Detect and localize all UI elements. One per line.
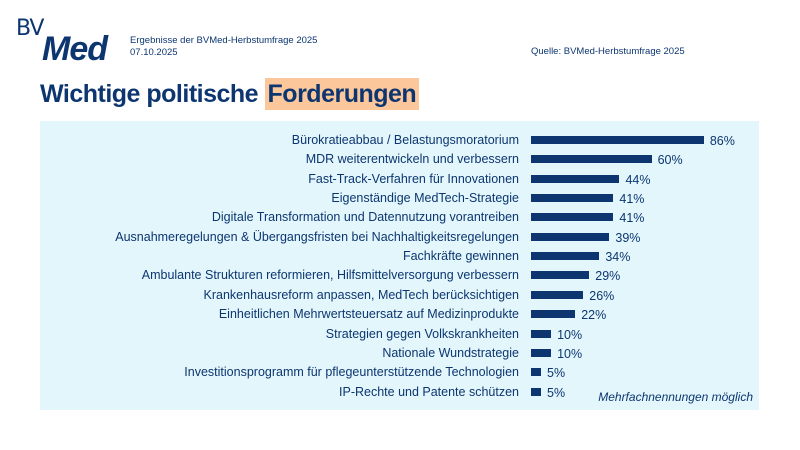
bvmed-logo: BV Med [16,16,108,68]
bar-row: Eigenständige MedTech-Strategie 41% [40,190,759,209]
bar [531,213,614,222]
bar [531,310,576,319]
bar [531,290,584,299]
bar-row: Krankenhausreform anpassen, MedTech berü… [40,287,759,306]
category-label: Eigenständige MedTech-Strategie [331,191,519,206]
category-label: Fast-Track-Verfahren für Innovationen [308,171,519,186]
value-label: 41% [619,211,645,226]
category-label: Krankenhausreform anpassen, MedTech berü… [203,287,519,302]
bar [531,155,652,164]
value-label: 29% [595,269,621,284]
bar [531,271,590,280]
bar-row: Fachkräfte gewinnen 34% [40,248,759,267]
value-label: 10% [557,327,583,342]
source-note: Quelle: BVMed-Herbstumfrage 2025 [531,46,685,57]
value-label: 22% [581,308,607,323]
bar-row: Investitionsprogramm für pflegeunterstüt… [40,364,759,383]
category-label: Investitionsprogramm für pflegeunterstüt… [184,365,519,380]
category-label: IP-Rechte und Patente schützen [339,384,519,399]
header-subtitle: Ergebnisse der BVMed-Herbstumfrage 2025 … [130,35,317,59]
bar-row: Fast-Track-Verfahren für Innovationen 44% [40,171,759,190]
value-label: 44% [625,172,651,187]
bar-row: Digitale Transformation und Datennutzung… [40,209,759,228]
category-label: Digitale Transformation und Datennutzung… [211,210,519,225]
value-label: 60% [657,153,683,168]
value-label: 41% [619,192,645,207]
value-label: 34% [605,250,631,265]
bar [531,387,542,396]
category-label: Strategien gegen Volkskrankheiten [325,326,519,341]
category-label: Fachkräfte gewinnen [402,249,519,264]
bar [531,329,552,338]
bar-row: Ausnahmeregelungen & Übergangsfristen be… [40,229,759,248]
value-label: 5% [547,385,566,400]
bar [531,232,610,241]
bar-row: Strategien gegen Volkskrankheiten 10% [40,326,759,345]
category-label: Ausnahmeregelungen & Übergangsfristen be… [115,229,519,244]
bar [531,136,704,144]
value-label: 10% [557,346,583,361]
value-label: 5% [547,366,566,381]
bar [531,174,620,183]
title-highlight: Forderungen [264,78,420,110]
bar [531,252,600,261]
bar-row: Bürokratieabbau / Belastungsmoratorium 86… [40,132,759,151]
page-title: Wichtige politische Forderungen [40,78,420,110]
bar-row: Ambulante Strukturen reformieren, Hilfsm… [40,267,759,286]
survey-title: Ergebnisse der BVMed-Herbstumfrage 2025 [130,35,318,46]
bar [531,368,542,377]
category-label: Ambulante Strukturen reformieren, Hilfsm… [141,268,519,283]
value-label: 39% [615,230,641,245]
bar-row: IP-Rechte und Patente schützen 5% [40,384,759,403]
bar-row: Einheitlichen Mehrwertsteuersatz auf Med… [40,306,759,325]
category-label: Bürokratieabbau / Belastungsmoratorium [291,133,519,147]
bar-row: MDR weiterentwickeln und verbessern 60% [40,151,759,170]
bar [531,194,614,203]
category-label: MDR weiterentwickeln und verbessern [305,152,519,167]
bar-row: Nationale Wundstrategie 10% [40,345,759,364]
value-label: 86% [709,134,735,148]
category-label: Nationale Wundstrategie [382,345,519,360]
survey-date: 07.10.2025 [130,47,178,58]
value-label: 26% [589,288,615,303]
bar [531,348,552,357]
chart-annotation: Mehrfachnennungen möglich [598,390,753,404]
category-label: Einheitlichen Mehrwertsteuersatz auf Med… [218,307,519,322]
chart-panel: Mehrfachnennungen möglich Bürokratieabba… [40,121,759,410]
